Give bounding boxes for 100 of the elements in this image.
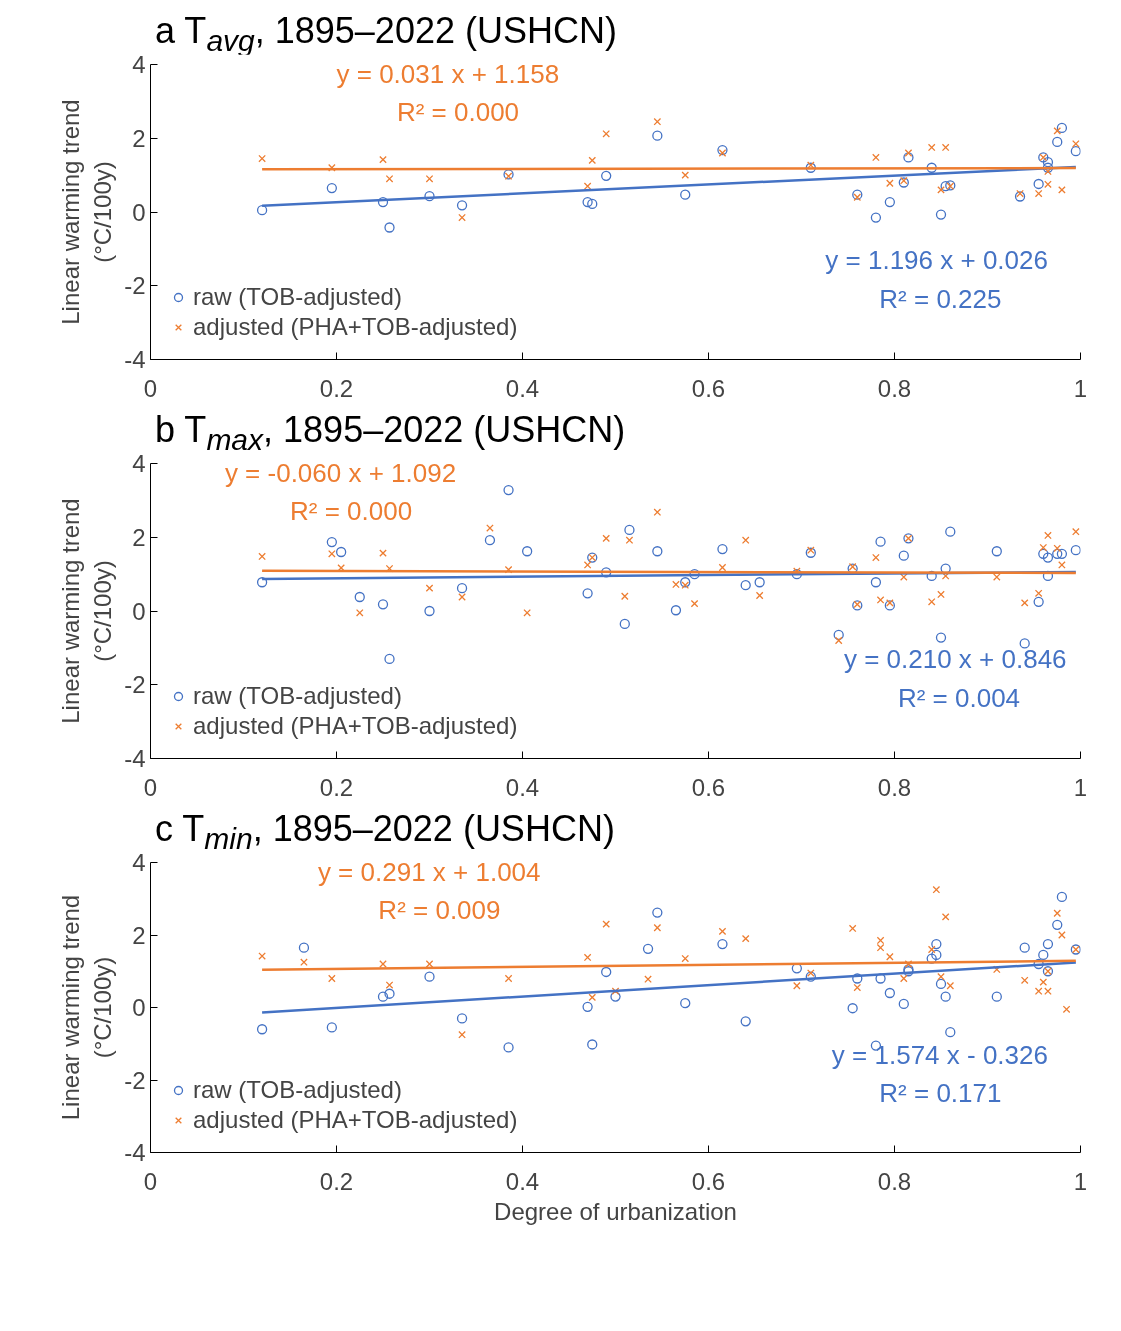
point <box>653 508 662 517</box>
point <box>806 969 815 977</box>
point <box>1058 931 1066 939</box>
point <box>945 1027 956 1038</box>
point <box>945 526 956 537</box>
point <box>718 149 727 157</box>
point <box>653 923 662 932</box>
point <box>484 535 496 546</box>
point <box>456 583 468 594</box>
point <box>689 568 700 580</box>
point <box>1072 527 1080 536</box>
point <box>583 182 592 191</box>
point <box>1058 561 1066 569</box>
x-tick-label: 0.6 <box>691 1167 726 1195</box>
point <box>1019 942 1030 953</box>
point <box>876 596 885 604</box>
point <box>680 998 691 1009</box>
point <box>1042 157 1054 168</box>
point <box>935 978 947 990</box>
point <box>875 536 886 547</box>
point <box>848 924 857 933</box>
point <box>601 966 612 978</box>
point <box>328 163 336 172</box>
annotation: y = 1.574 x - 0.326 <box>831 1039 1048 1070</box>
x-tick-label: 0.8 <box>877 374 912 402</box>
chart-title: c T$_{min}$, 1895–2022 (USHCN) <box>155 808 615 856</box>
point <box>258 552 266 561</box>
point <box>941 913 950 921</box>
annotation: R² = 0.000 <box>396 97 520 128</box>
y-axis-title: Linear warming trend (°C/100y) <box>56 894 117 1121</box>
point <box>424 605 435 617</box>
point <box>1016 189 1024 198</box>
x-tick-label: 0.4 <box>505 374 540 402</box>
point <box>456 200 468 211</box>
point <box>847 1003 858 1014</box>
point <box>717 938 728 950</box>
y-tick-label: 4 <box>132 51 146 78</box>
point <box>1020 599 1029 607</box>
y-axis-title: Linear warming trend (°C/100y) <box>56 498 117 724</box>
point <box>755 591 764 600</box>
point <box>1019 638 1030 649</box>
point <box>926 953 937 964</box>
x-tick-label: 0.8 <box>877 1167 912 1195</box>
point <box>805 162 816 173</box>
point <box>582 196 593 208</box>
point <box>1053 909 1062 918</box>
point <box>833 629 844 641</box>
point <box>385 174 394 183</box>
point <box>681 171 690 179</box>
point <box>458 213 466 222</box>
point <box>385 981 394 989</box>
point <box>1039 978 1048 986</box>
x-tick-label: 0.2 <box>319 1167 354 1195</box>
annotation: R² = 0.225 <box>879 283 1002 314</box>
point <box>326 182 337 194</box>
y-tick-label: 4 <box>132 450 146 477</box>
point <box>384 988 395 999</box>
x-tick-label: 0.2 <box>319 773 354 801</box>
point <box>1044 531 1052 540</box>
y-tick-label: -4 <box>124 745 146 772</box>
y-tick-label: -4 <box>124 346 146 373</box>
y-tick-label: 0 <box>132 198 146 226</box>
x-tick-label: 0.8 <box>877 773 912 801</box>
point <box>1053 544 1062 553</box>
point <box>326 1022 337 1033</box>
point <box>425 584 434 592</box>
point <box>872 153 880 162</box>
annotation: y = 0.291 x + 1.004 <box>317 856 541 887</box>
point <box>1014 191 1026 202</box>
point <box>805 547 816 558</box>
point <box>1033 958 1044 970</box>
x-tick-label: 0.2 <box>319 374 354 402</box>
point <box>940 181 951 192</box>
x-tick-label: 1 <box>1073 374 1088 402</box>
point <box>424 191 435 202</box>
point <box>899 974 908 983</box>
chart-title: a T$_{avg}$, 1895–2022 (USHCN) <box>155 10 617 58</box>
annotation: R² = 0.171 <box>879 1077 1002 1108</box>
x-axis-title: Degree of urbanization <box>494 1197 737 1225</box>
point <box>853 983 862 992</box>
y-axis-title: Linear warming trend (°C/100y) <box>56 99 117 325</box>
point <box>258 952 266 960</box>
point <box>610 991 621 1002</box>
point <box>583 561 592 569</box>
point <box>884 600 895 611</box>
legend-label: raw (TOB-adjusted) <box>193 682 402 710</box>
point <box>258 154 266 163</box>
point <box>424 971 435 982</box>
point <box>754 577 765 588</box>
y-tick-label: -4 <box>124 1139 146 1166</box>
y-tick-label: 2 <box>132 921 146 949</box>
point <box>601 170 612 181</box>
point <box>940 991 951 1002</box>
annotation: y = -0.060 x + 1.092 <box>224 457 457 488</box>
y-tick-label: -2 <box>124 671 146 699</box>
point <box>1038 949 1049 961</box>
point <box>379 155 387 164</box>
point <box>377 599 389 610</box>
point <box>625 536 634 545</box>
point <box>681 954 690 963</box>
